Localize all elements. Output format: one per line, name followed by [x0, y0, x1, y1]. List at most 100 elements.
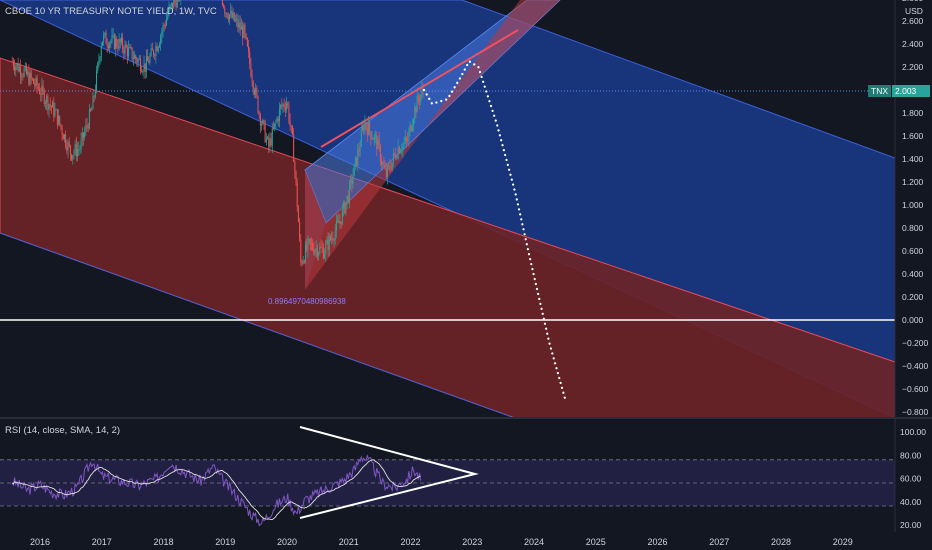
candle-body [302, 260, 304, 264]
time-tick-label: 2028 [771, 537, 791, 547]
candle-body [231, 10, 233, 18]
candle-body [42, 85, 44, 91]
candle-body [129, 46, 131, 48]
candle-body [405, 137, 407, 140]
candle-body [96, 70, 98, 91]
candle-body [161, 32, 163, 37]
candle-body [117, 46, 119, 49]
price-tick-label: −0.400 [902, 361, 929, 371]
candle-body [389, 165, 391, 170]
candle-body [91, 109, 93, 111]
candle-body [169, 5, 171, 7]
candle-body [291, 126, 293, 135]
candle-body [324, 254, 326, 259]
candle-body [138, 59, 140, 60]
resistance-trendline [320, 29, 519, 148]
candle-body [237, 19, 239, 28]
candle-body [352, 176, 354, 185]
candle-body [16, 63, 18, 67]
candle-body [119, 38, 121, 43]
candle-body [176, 0, 178, 8]
candle-body [33, 79, 35, 84]
candle-body [61, 127, 63, 135]
candle-body [312, 243, 314, 250]
candle-body [21, 76, 23, 78]
candle-body [239, 22, 241, 30]
candle-body [276, 118, 278, 123]
rsi-axis[interactable]: 100.00 80.00 60.00 40.00 20.00 [900, 427, 926, 530]
candle-body [94, 90, 96, 97]
candle-body [162, 25, 164, 33]
candle-body [230, 10, 232, 15]
candle-body [110, 41, 112, 44]
candle-body [167, 14, 169, 19]
candle-body [34, 83, 36, 86]
candle-body [97, 63, 99, 71]
last-price-value: 2.003 [892, 85, 930, 97]
time-tick-label: 2017 [92, 537, 112, 547]
candle-body [240, 26, 242, 30]
candle-body [284, 107, 286, 110]
candle-body [58, 115, 60, 125]
candle-body [309, 238, 311, 244]
price-axis[interactable]: 2.8002.6002.4002.2002.0001.8001.6001.400… [902, 0, 929, 417]
price-tick-label: 2.600 [902, 16, 924, 26]
candle-body [372, 138, 374, 140]
candle-body [11, 61, 13, 63]
candle-body [278, 108, 280, 122]
price-tick-label: −0.800 [902, 407, 929, 417]
candle-body [333, 240, 335, 241]
candle-body [174, 0, 176, 2]
candle-body [41, 85, 43, 95]
candle-body [359, 146, 361, 151]
candle-body [385, 169, 387, 178]
candle-body [354, 157, 356, 165]
candle-body [394, 153, 396, 155]
rsi-tick-label: 60.00 [900, 474, 922, 484]
candle-body [134, 55, 136, 59]
candle-body [259, 114, 261, 126]
candle-body [360, 129, 362, 147]
candle-body [270, 138, 272, 146]
candle-body [22, 76, 24, 78]
time-tick-label: 2020 [277, 537, 297, 547]
candle-body [115, 38, 117, 49]
candle-body [322, 248, 324, 259]
candle-body [123, 48, 125, 54]
candle-body [265, 138, 267, 143]
descending-channel-lower [0, 57, 895, 417]
candle-body [297, 207, 299, 223]
candle-body [48, 104, 50, 110]
candle-body [249, 51, 251, 64]
candle-body [328, 236, 330, 250]
candle-body [144, 63, 146, 72]
candle-body [327, 239, 329, 250]
candle-body [63, 134, 65, 140]
rsi-triangle-pattern [299, 426, 479, 519]
candle-body [23, 69, 25, 77]
candle-body [263, 120, 265, 124]
candle-body [160, 36, 162, 45]
time-axis[interactable]: 2016 2017 2018 2019 2020 2021 2022 2023 2024 2025… [30, 537, 853, 547]
candle-body [395, 154, 397, 159]
candle-body [154, 55, 156, 57]
candle-body [62, 134, 64, 140]
candle-body [401, 150, 403, 152]
price-tick-label: 2.200 [902, 62, 924, 72]
candle-body [52, 102, 54, 108]
candle-body [257, 96, 259, 113]
candle-body [375, 135, 377, 137]
candle-body [310, 243, 312, 244]
candle-body [106, 44, 108, 46]
candle-body [356, 157, 358, 166]
candle-body [149, 55, 151, 63]
candle-body [65, 134, 67, 146]
candle-body [283, 104, 285, 108]
candle-body [269, 138, 271, 147]
candle-body [403, 142, 405, 145]
last-price-label: TNX 2.003 [868, 85, 930, 97]
candle-body [344, 202, 346, 213]
candle-body [157, 47, 159, 52]
candle-body [141, 70, 143, 72]
time-tick-label: 2026 [647, 537, 667, 547]
